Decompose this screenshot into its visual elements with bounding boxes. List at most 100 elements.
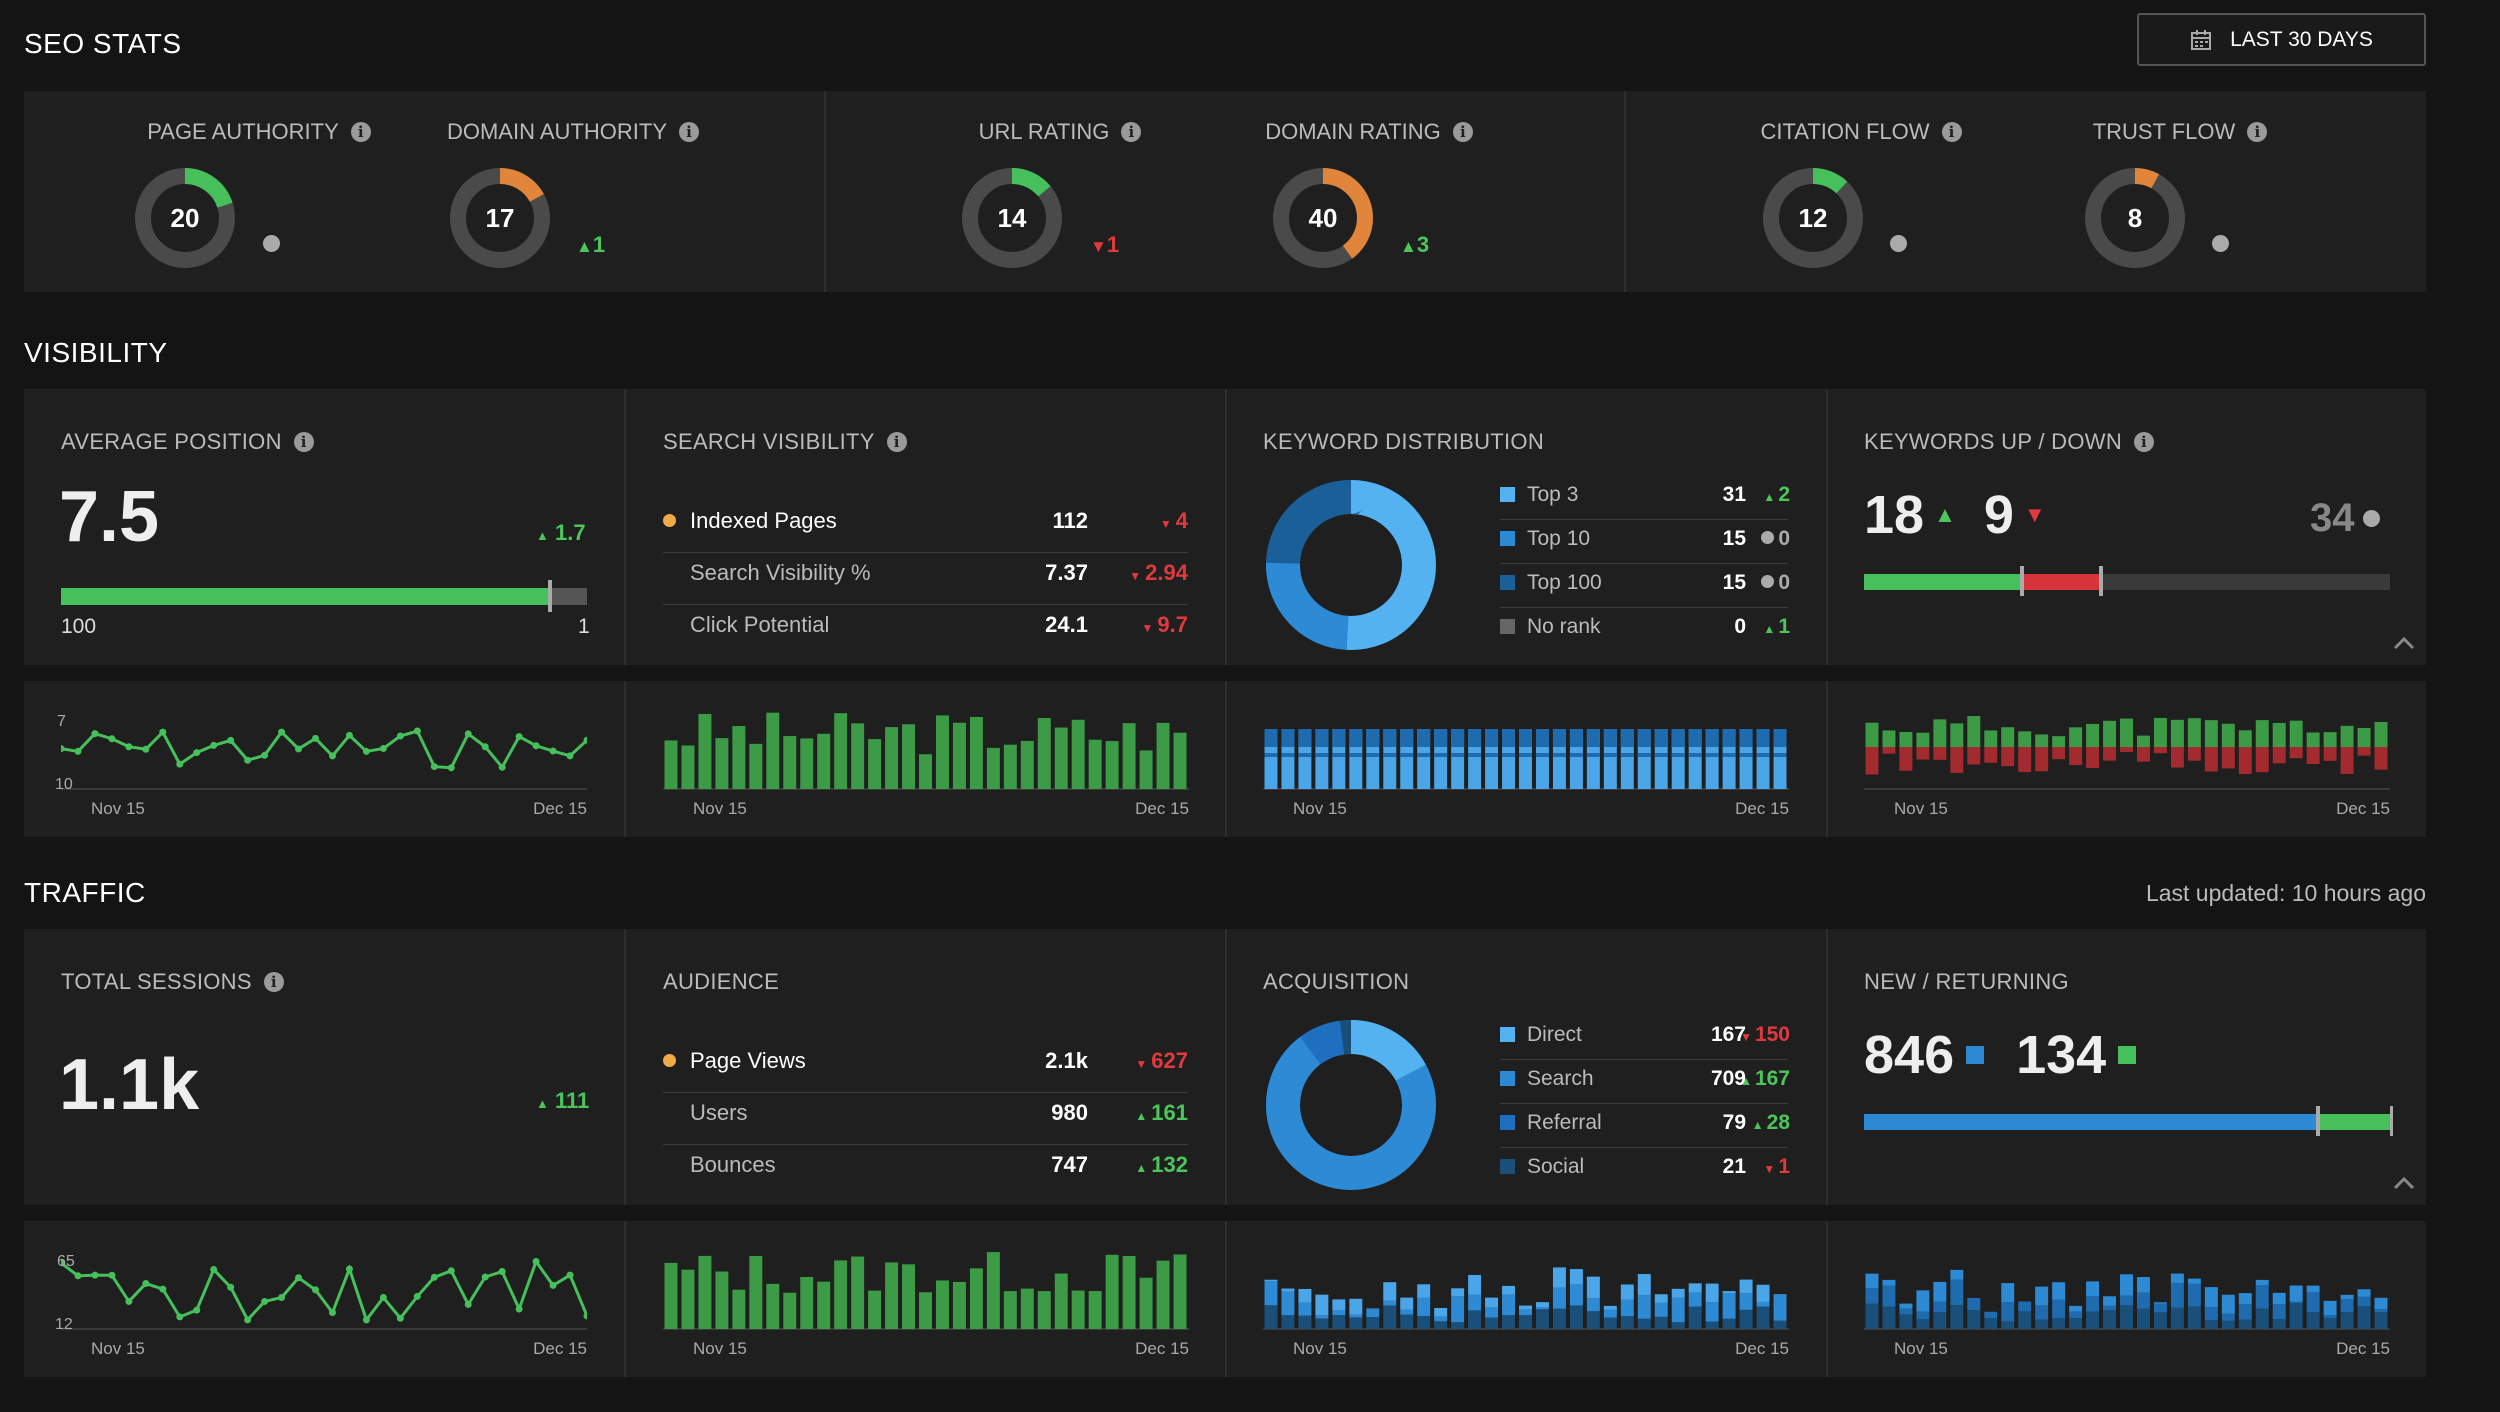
legend-value: 709 xyxy=(1710,1067,1746,1090)
info-icon[interactable]: i xyxy=(1941,122,1962,142)
seo-gauge-value: 8 xyxy=(2128,203,2142,233)
x-axis-end-label: Dec 15 xyxy=(1135,799,1189,818)
keywords-down-marker xyxy=(2098,566,2103,596)
traffic-sparklines-panel xyxy=(24,1221,2426,1377)
section-title-traffic: TRAFFIC xyxy=(24,877,146,908)
avg-position-label: AVERAGE POSITION i xyxy=(61,429,314,455)
x-axis-end-label: Dec 15 xyxy=(533,1339,587,1358)
arrow-down-icon: ▼ xyxy=(1135,1057,1148,1071)
donut-slice xyxy=(1266,1020,1436,1190)
seo-gauge-value: 17 xyxy=(486,203,515,233)
keywords-up-marker xyxy=(2019,566,2024,596)
row-divider xyxy=(663,1144,1188,1145)
x-axis-start-label: Nov 15 xyxy=(1293,1339,1347,1358)
sessions-sparkline xyxy=(61,1257,587,1330)
info-icon[interactable]: i xyxy=(1452,122,1473,142)
legend-change: 0 xyxy=(1690,571,1790,595)
info-icon[interactable]: i xyxy=(2247,122,2268,142)
seo-metric-label: CITATION FLOW i xyxy=(1701,119,2021,145)
new-returning-bar xyxy=(1864,1114,2392,1130)
info-icon[interactable]: i xyxy=(263,972,284,992)
seo-metric-change: ▼1 xyxy=(1090,232,1120,257)
row-change: ▲ 132 xyxy=(1135,1152,1188,1177)
arrow-up-icon: ▲ xyxy=(536,1096,549,1111)
bullet-icon xyxy=(663,514,676,527)
keywords-updown-bar xyxy=(1864,574,2390,590)
x-axis-end-label: Dec 15 xyxy=(2336,799,2390,818)
x-axis-start-label: Nov 15 xyxy=(91,799,145,818)
info-icon[interactable]: i xyxy=(1121,122,1142,142)
row-divider xyxy=(1500,607,1788,608)
arrow-down-icon: ▼ xyxy=(1141,621,1154,635)
returning-square-icon xyxy=(2118,1046,2137,1064)
arrow-down-icon: ▼ xyxy=(1740,1030,1752,1044)
x-axis-end-label: Dec 15 xyxy=(1735,1339,1789,1358)
row-change: ▲ 161 xyxy=(1135,1100,1188,1125)
new-returning-counts: 846 134 xyxy=(1864,1024,2137,1086)
x-axis-start-label: Nov 15 xyxy=(1894,799,1948,818)
info-icon[interactable]: i xyxy=(679,122,699,142)
arrow-up-icon: ▲ xyxy=(1740,1074,1752,1088)
arrow-up-icon: ▲ xyxy=(1763,622,1776,636)
search-visibility-bars xyxy=(663,712,1189,790)
keyword-distribution-donut xyxy=(1266,480,1436,650)
avg-position-range-min: 100 xyxy=(61,615,97,638)
info-icon[interactable]: i xyxy=(2134,432,2155,452)
arrow-up-icon: ▲ xyxy=(1763,490,1776,504)
legend-value: 167 xyxy=(1710,1023,1746,1046)
new-square-icon xyxy=(1966,1046,1985,1064)
section-title-visibility: VISIBILITY xyxy=(24,337,168,368)
row-value: 112 xyxy=(1052,508,1089,533)
collapse-chevron-icon[interactable] xyxy=(2392,1171,2416,1195)
avg-position-sparkline xyxy=(61,727,587,790)
seo-metric-change xyxy=(2212,232,2229,258)
legend-label: Referral xyxy=(1500,1111,1602,1135)
keyword-distribution-label: KEYWORD DISTRIBUTION xyxy=(1263,429,1545,454)
row-label: Users xyxy=(690,1100,748,1125)
row-label: Page Views xyxy=(663,1048,806,1074)
row-divider xyxy=(663,552,1188,553)
arrow-up-icon: ▲ xyxy=(1934,502,1956,527)
row-label: Bounces xyxy=(690,1152,776,1177)
x-axis-end-label: Dec 15 xyxy=(533,799,587,818)
seo-stats-panel xyxy=(24,91,2426,292)
donut-slice xyxy=(1266,480,1436,650)
legend-label: No rank xyxy=(1500,615,1601,639)
keywords-flat-count: 34 xyxy=(2310,496,2355,540)
keyword-distribution-bars xyxy=(1263,729,1789,790)
arrow-up-icon: ▲ xyxy=(536,528,549,543)
new-segment xyxy=(1864,1114,2319,1130)
legend-change: 0 xyxy=(1690,527,1790,551)
seo-metric-change xyxy=(1890,232,1907,258)
audience-label: AUDIENCE xyxy=(663,969,780,994)
row-label: Search Visibility % xyxy=(690,560,871,585)
legend-swatch-icon xyxy=(1500,619,1515,634)
info-icon[interactable]: i xyxy=(886,432,907,452)
returning-count: 134 xyxy=(2016,1025,2107,1085)
collapse-chevron-icon[interactable] xyxy=(2392,631,2416,655)
legend-change: ▲ 28 xyxy=(1751,1111,1790,1134)
avg-position-bar-fill xyxy=(61,588,551,605)
row-value: 2.1k xyxy=(1045,1048,1088,1073)
row-value: 980 xyxy=(1051,1100,1088,1125)
info-icon[interactable]: i xyxy=(350,122,371,142)
legend-value: 31 xyxy=(1722,483,1746,506)
row-divider xyxy=(1500,519,1788,520)
arrow-down-icon: ▼ xyxy=(1090,237,1107,256)
keywords-down-count: 9 xyxy=(1983,485,2014,545)
date-range-button[interactable]: LAST 30 DAYS xyxy=(2137,13,2426,66)
seo-gauge: 8 xyxy=(2085,168,2185,268)
x-axis-start-label: Nov 15 xyxy=(1293,799,1347,818)
legend-swatch-icon xyxy=(1500,1027,1515,1042)
row-label: Click Potential xyxy=(690,612,830,637)
legend-value: 79 xyxy=(1722,1111,1746,1134)
seo-gauge: 17 xyxy=(450,168,550,268)
date-range-label: LAST 30 DAYS xyxy=(2230,27,2373,51)
avg-position-range-max: 1 xyxy=(578,615,590,638)
x-axis-end-label: Dec 15 xyxy=(1135,1339,1189,1358)
seo-gauge: 12 xyxy=(1763,168,1863,268)
row-divider xyxy=(1500,1059,1788,1060)
row-divider xyxy=(663,604,1188,605)
seo-metric-label: DOMAIN RATING i xyxy=(1209,119,1529,145)
info-icon[interactable]: i xyxy=(293,432,314,452)
